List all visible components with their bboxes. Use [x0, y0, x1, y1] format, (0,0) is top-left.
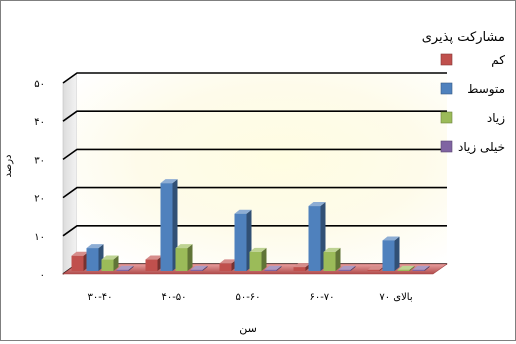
bar-1-3 [308, 202, 326, 271]
bar-top [71, 251, 89, 256]
legend-swatch [440, 111, 453, 124]
y-tick-label: ۲۰ [34, 194, 45, 205]
bar-front [71, 255, 84, 271]
bar-2-0 [101, 255, 119, 271]
bar-side [276, 265, 282, 271]
gridline [62, 72, 447, 84]
bar-2-3 [323, 247, 341, 271]
legend-swatch [440, 140, 453, 153]
x-tick-label: بالای ۷۰ [379, 292, 412, 303]
x-tick-label: ۵۰-۶۰ [235, 292, 260, 303]
bar-side [261, 247, 267, 271]
x-axis-title: سن [239, 322, 257, 335]
bar-front [382, 240, 395, 271]
bar-front [293, 267, 306, 271]
bar-top [116, 265, 134, 270]
bar-front [175, 248, 188, 271]
gridline [62, 110, 447, 122]
bar-front [338, 269, 351, 271]
bar-front [397, 269, 410, 271]
legend-label: خیلی زیاد [458, 140, 505, 155]
bar-3-1 [190, 265, 208, 271]
bar-top [86, 244, 104, 249]
bar-front [367, 269, 380, 271]
bar-0-1 [145, 255, 163, 271]
bar-front [308, 206, 321, 271]
bar-side [335, 247, 341, 271]
y-axis-title: درصد [3, 154, 14, 177]
bar-top [338, 265, 356, 270]
bar-front [116, 269, 129, 271]
bar-top [190, 265, 208, 270]
bar-side [202, 265, 208, 271]
bar-front [412, 269, 425, 271]
legend-label: کم [491, 53, 505, 67]
bar-side [409, 265, 415, 271]
bar-top [308, 202, 326, 207]
back-wall [77, 73, 447, 264]
bar-top [367, 265, 385, 270]
bar-top [234, 209, 252, 214]
gridline [62, 186, 447, 199]
bar-top [101, 255, 119, 260]
bar-1-4 [382, 236, 400, 271]
legend-label: متوسط [467, 82, 505, 97]
y-tick-label: ۳۰ [34, 155, 45, 166]
legend-swatch [440, 53, 453, 66]
bar-top [219, 259, 237, 264]
bar-top [412, 265, 430, 270]
y-tick-label: ۰ [40, 270, 45, 281]
bar-2-4 [397, 265, 415, 271]
bar-front [86, 248, 99, 271]
bar-1-0 [86, 244, 104, 271]
bar-front [145, 259, 158, 271]
side-wall [62, 72, 78, 275]
bar-2-1 [175, 244, 193, 271]
bar-3-2 [264, 265, 282, 271]
bar-side [394, 236, 400, 271]
bar-0-0 [71, 251, 89, 271]
legend-title: مشارکت پذیری [422, 30, 505, 45]
bar-front [249, 251, 262, 271]
bar-front [323, 251, 336, 271]
bar-3-0 [116, 265, 134, 271]
bar-front [160, 183, 173, 271]
bar-3-4 [412, 265, 430, 271]
y-tick-label: ۱۰ [34, 232, 45, 243]
bar-top [293, 263, 311, 268]
legend-label: زیاد [487, 111, 505, 126]
bar-top [160, 179, 178, 184]
bar-front [219, 263, 232, 271]
bar-side [350, 265, 356, 271]
bar-side [128, 265, 134, 271]
legend-swatch [440, 82, 453, 95]
x-tick-label: ۶۰-۷۰ [309, 292, 334, 303]
bar-top [249, 247, 267, 252]
bar-3-3 [338, 265, 356, 271]
bar-front [234, 213, 247, 271]
bar-1-1 [160, 179, 178, 271]
bar-front [264, 269, 277, 271]
bar-1-2 [234, 209, 252, 271]
x-tick-label: ۴۰-۵۰ [161, 292, 186, 303]
bar-top [264, 265, 282, 270]
bar-top [145, 255, 163, 260]
bar-side [113, 255, 119, 271]
bar-top [397, 265, 415, 270]
y-tick-label: ۴۰ [34, 117, 45, 128]
bar-top [175, 244, 193, 249]
bar-side [424, 265, 430, 271]
bar-top [323, 247, 341, 252]
bar-side [187, 244, 193, 271]
y-tick-label: ۵۰ [34, 79, 45, 90]
bar-front [101, 259, 114, 271]
bar-top [382, 236, 400, 241]
bar-2-2 [249, 247, 267, 271]
gridline [62, 148, 447, 161]
bar-front [190, 269, 203, 271]
x-tick-label: ۳۰-۴۰ [87, 292, 112, 303]
